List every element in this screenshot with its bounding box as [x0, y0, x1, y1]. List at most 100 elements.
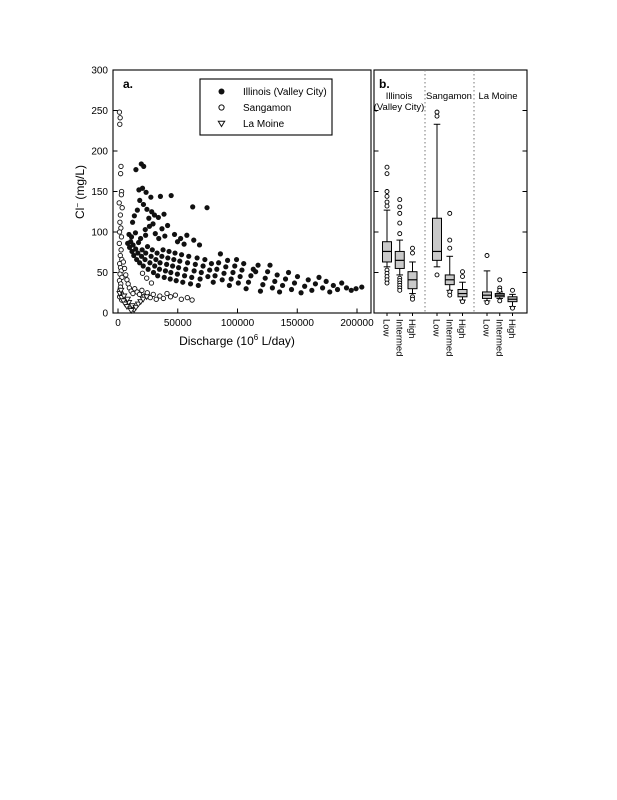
boxplot	[382, 164, 392, 286]
scatter-point-filled-circle	[302, 283, 308, 289]
scatter-point-filled-circle	[129, 219, 136, 225]
cat-label-1-low: Low	[381, 319, 392, 337]
outlier-point	[397, 231, 403, 237]
scatter-point-filled-circle	[146, 215, 152, 221]
scatter-point-open-circle	[136, 291, 143, 298]
scatter-point-filled-circle	[214, 266, 220, 272]
legend: Illinois (Valley City) Sangamon La Moine	[199, 78, 333, 136]
scatter-point-open-circle	[116, 109, 123, 115]
scatter-point-open-triangle	[132, 304, 140, 311]
scatter-point-filled-circle	[187, 281, 194, 287]
scatter-point-filled-circle	[186, 253, 192, 259]
scatter-point-filled-circle	[191, 237, 197, 243]
scatter-point-filled-circle	[150, 269, 157, 276]
outlier-point	[397, 287, 403, 293]
outlier-point	[434, 109, 440, 115]
outlier-point	[410, 250, 415, 256]
scatter-point-filled-circle	[168, 269, 174, 276]
scatter-point-filled-circle	[157, 260, 163, 266]
scatter-point-filled-circle	[353, 286, 359, 292]
outlier-point	[497, 277, 503, 283]
scatter-point-filled-circle	[146, 223, 153, 229]
axis-ticks	[113, 69, 527, 316]
x-axis-title: Discharge (106 L/day)	[179, 333, 295, 348]
scatter-point-filled-circle	[298, 290, 304, 296]
scatter-point-open-triangle	[117, 287, 125, 294]
scatter-point-filled-circle	[141, 163, 147, 169]
y-tick-200: 200	[91, 147, 108, 158]
scatter-point-filled-circle	[196, 242, 203, 248]
scatter-point-filled-circle	[137, 260, 143, 266]
scatter-point-filled-circle	[327, 289, 333, 295]
scatter-point-filled-circle	[208, 260, 215, 267]
scatter-point-filled-circle	[129, 248, 135, 255]
scatter-point-filled-circle	[243, 286, 249, 292]
outlier-point	[384, 189, 390, 194]
scatter-point-filled-circle	[262, 275, 268, 281]
scatter-point-open-circle	[160, 295, 167, 302]
scatter-point-filled-circle	[142, 226, 148, 233]
scatter-point-filled-circle	[155, 273, 161, 279]
scatter-point-filled-circle	[334, 286, 341, 293]
x-tick-150000: 150000	[281, 318, 315, 329]
cat-label-3-high: High	[506, 319, 517, 339]
panel-b-separators	[424, 70, 475, 313]
scatter-point-filled-circle	[330, 282, 336, 289]
scatter-point-filled-circle	[139, 247, 145, 253]
scatter-point-filled-circle	[309, 287, 315, 293]
scatter-point-filled-circle	[148, 194, 154, 200]
outlier-point	[397, 204, 403, 210]
legend-frame	[199, 78, 333, 136]
scatter-point-filled-circle	[165, 255, 171, 261]
panel-a-label: a.	[123, 77, 133, 91]
y-tick-250: 250	[91, 106, 108, 117]
scatter-point-filled-circle	[143, 250, 149, 256]
scatter-point-open-triangle	[119, 298, 127, 305]
scatter-point-open-circle	[139, 287, 145, 293]
outlier-point	[460, 299, 465, 305]
scatter-point-filled-circle	[155, 214, 161, 221]
scatter-point-filled-circle	[230, 269, 236, 276]
scatter-point-filled-circle	[200, 263, 206, 269]
outlier-point	[384, 199, 390, 205]
scatter-point-filled-circle	[156, 266, 163, 272]
outlier-point	[447, 292, 453, 298]
scatter-point-open-circle	[178, 296, 184, 302]
outlier-point	[510, 305, 515, 311]
scatter-point-filled-circle	[248, 273, 254, 279]
outlier-point	[410, 245, 415, 251]
scatter-series-la-moine	[116, 287, 151, 315]
scatter-point-filled-circle	[216, 260, 222, 266]
outlier-point	[384, 171, 390, 177]
panel-b-group-labels: Illinois (Valley City) Sangamon La Moine	[374, 91, 518, 113]
y-axis-title: Cl− (mg/L)	[73, 165, 87, 219]
scatter-point-filled-circle	[228, 276, 234, 282]
scatter-point-open-circle	[118, 163, 124, 170]
cat-label-1-high: High	[406, 319, 417, 339]
scatter-point-filled-circle	[255, 262, 261, 268]
outlier-point	[497, 287, 503, 293]
scatter-point-filled-circle	[190, 204, 196, 210]
outlier-point	[384, 280, 390, 286]
scatter-point-filled-circle	[282, 276, 289, 282]
scatter-point-filled-circle	[202, 256, 208, 263]
scatter-point-filled-circle	[210, 279, 216, 285]
scatter-point-open-circle	[167, 294, 174, 300]
scatter-point-filled-circle	[166, 248, 172, 255]
scatter-point-filled-circle	[133, 246, 139, 252]
scatter-point-filled-circle	[194, 255, 200, 261]
scatter-point-open-circle	[144, 275, 150, 281]
boxplot	[444, 210, 455, 298]
scatter-point-filled-circle	[343, 285, 350, 291]
scatter-point-open-circle	[118, 247, 124, 253]
scatter-point-filled-circle	[257, 288, 264, 294]
legend-label-sangamon: Sangamon	[243, 103, 291, 114]
scatter-point-filled-circle	[232, 263, 238, 269]
outlier-point	[510, 287, 515, 293]
scatter-point-open-circle	[164, 290, 170, 297]
scatter-point-filled-circle	[175, 265, 182, 271]
box-iqr	[432, 217, 442, 261]
scatter-point-filled-circle	[184, 232, 190, 238]
panel-b-label: b.	[379, 77, 390, 91]
